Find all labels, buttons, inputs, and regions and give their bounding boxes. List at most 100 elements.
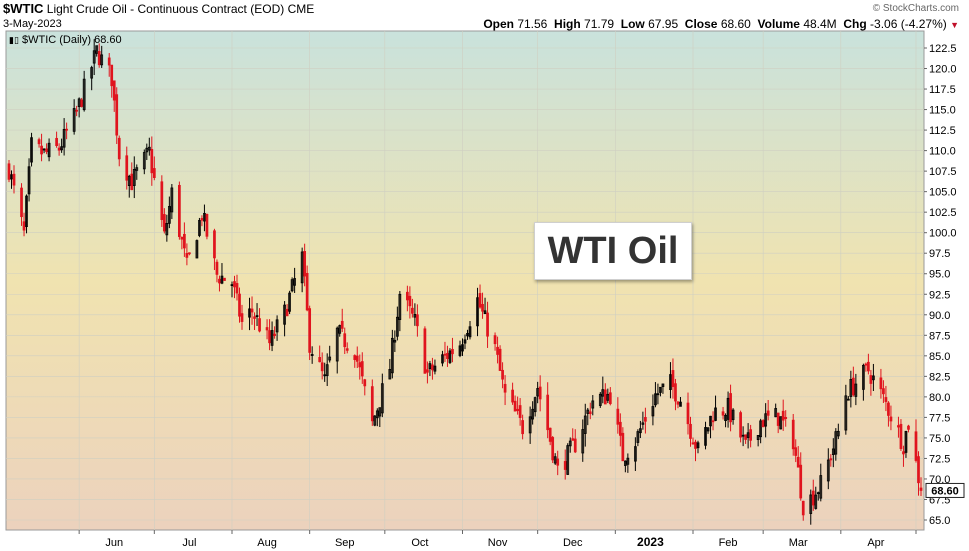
candle-body [152,168,156,179]
candle [659,386,662,397]
candle [255,303,259,327]
candle-body [135,167,139,171]
candle-body [844,395,848,431]
candle [721,406,725,420]
candle-body [448,350,452,363]
candle-body [533,397,537,413]
candle-body [335,327,339,362]
candle-body [220,275,224,284]
candle-body [265,327,269,331]
exchange: CME [287,2,315,16]
candle [165,214,169,242]
candle-body [914,431,918,461]
last-price-label: 68.60 [931,485,959,497]
candle [884,385,888,412]
candle-body [636,431,640,443]
x-tick-label: Feb [719,537,738,549]
candle [125,146,129,190]
candle [831,438,835,468]
candle [714,395,717,422]
candle [358,354,362,380]
candle [899,419,903,451]
candle-body [328,356,332,361]
candle-body [180,236,184,240]
candle-body [40,145,43,155]
candle [854,373,858,406]
candle [761,419,765,428]
candle-body [721,411,725,416]
candle [656,383,660,405]
candle-body [318,357,322,363]
candle-body [726,397,730,420]
candle [711,411,715,431]
candle [406,285,409,312]
candle-body [255,315,259,318]
candle-body [97,51,101,66]
candle [601,376,605,404]
candle [328,345,332,363]
candle [623,460,627,473]
candle-body [353,355,357,360]
candle-body [556,458,560,466]
candle-body [215,261,219,275]
low-label: Low [620,17,645,31]
low-value: 67.95 [648,17,679,31]
candle-body [127,175,131,186]
candle-body [428,363,432,370]
candle-body [160,181,164,221]
candle [448,348,452,365]
candle-body [233,281,236,288]
legend: ▮▯ $WTIC (Daily) 68.60 [9,33,122,47]
candle [178,181,181,240]
candle [10,170,13,189]
candle-body [170,187,174,213]
candle-body [375,410,379,419]
candle-body [583,415,587,434]
candle-body [478,293,482,308]
candle-body [463,339,467,344]
candle-body [72,108,76,132]
candle-body [90,67,94,79]
candle [521,414,524,440]
candle [92,39,96,76]
y-tick-label: 122.5 [929,43,957,55]
candle-body [77,98,81,108]
candle-body [546,394,550,431]
y-tick-label: 120.0 [929,64,957,76]
candle-body [411,307,414,314]
candle-body [468,326,472,338]
candle [766,399,770,421]
candle-body [671,370,675,388]
candle-body [503,383,507,393]
ohlc-summary: Open 71.56 High 71.79 Low 67.95 Close 68… [483,17,959,32]
candle-body [110,64,114,87]
candle [879,368,883,399]
candle-body [603,389,607,405]
candle [293,267,296,294]
candle-body [696,442,700,449]
candle-body [831,448,835,455]
candle [556,450,560,476]
candle [781,399,785,431]
candle-body [816,492,820,495]
candle [538,375,542,412]
candle [451,337,454,363]
candle [395,306,399,341]
candle [621,427,625,462]
candle [571,428,575,441]
candle [897,416,900,438]
candle-body [308,308,312,353]
candle-body [834,431,838,455]
x-tick-label: Jun [105,537,123,549]
x-tick-label: Aug [257,537,277,549]
candle-body [7,163,11,180]
candle-body [426,369,429,373]
candle [481,292,484,319]
candle [240,304,244,330]
candle-body [548,427,552,442]
candle-body [431,364,434,371]
candle [563,449,567,480]
candle-body [531,408,535,420]
plot-area [5,30,925,531]
